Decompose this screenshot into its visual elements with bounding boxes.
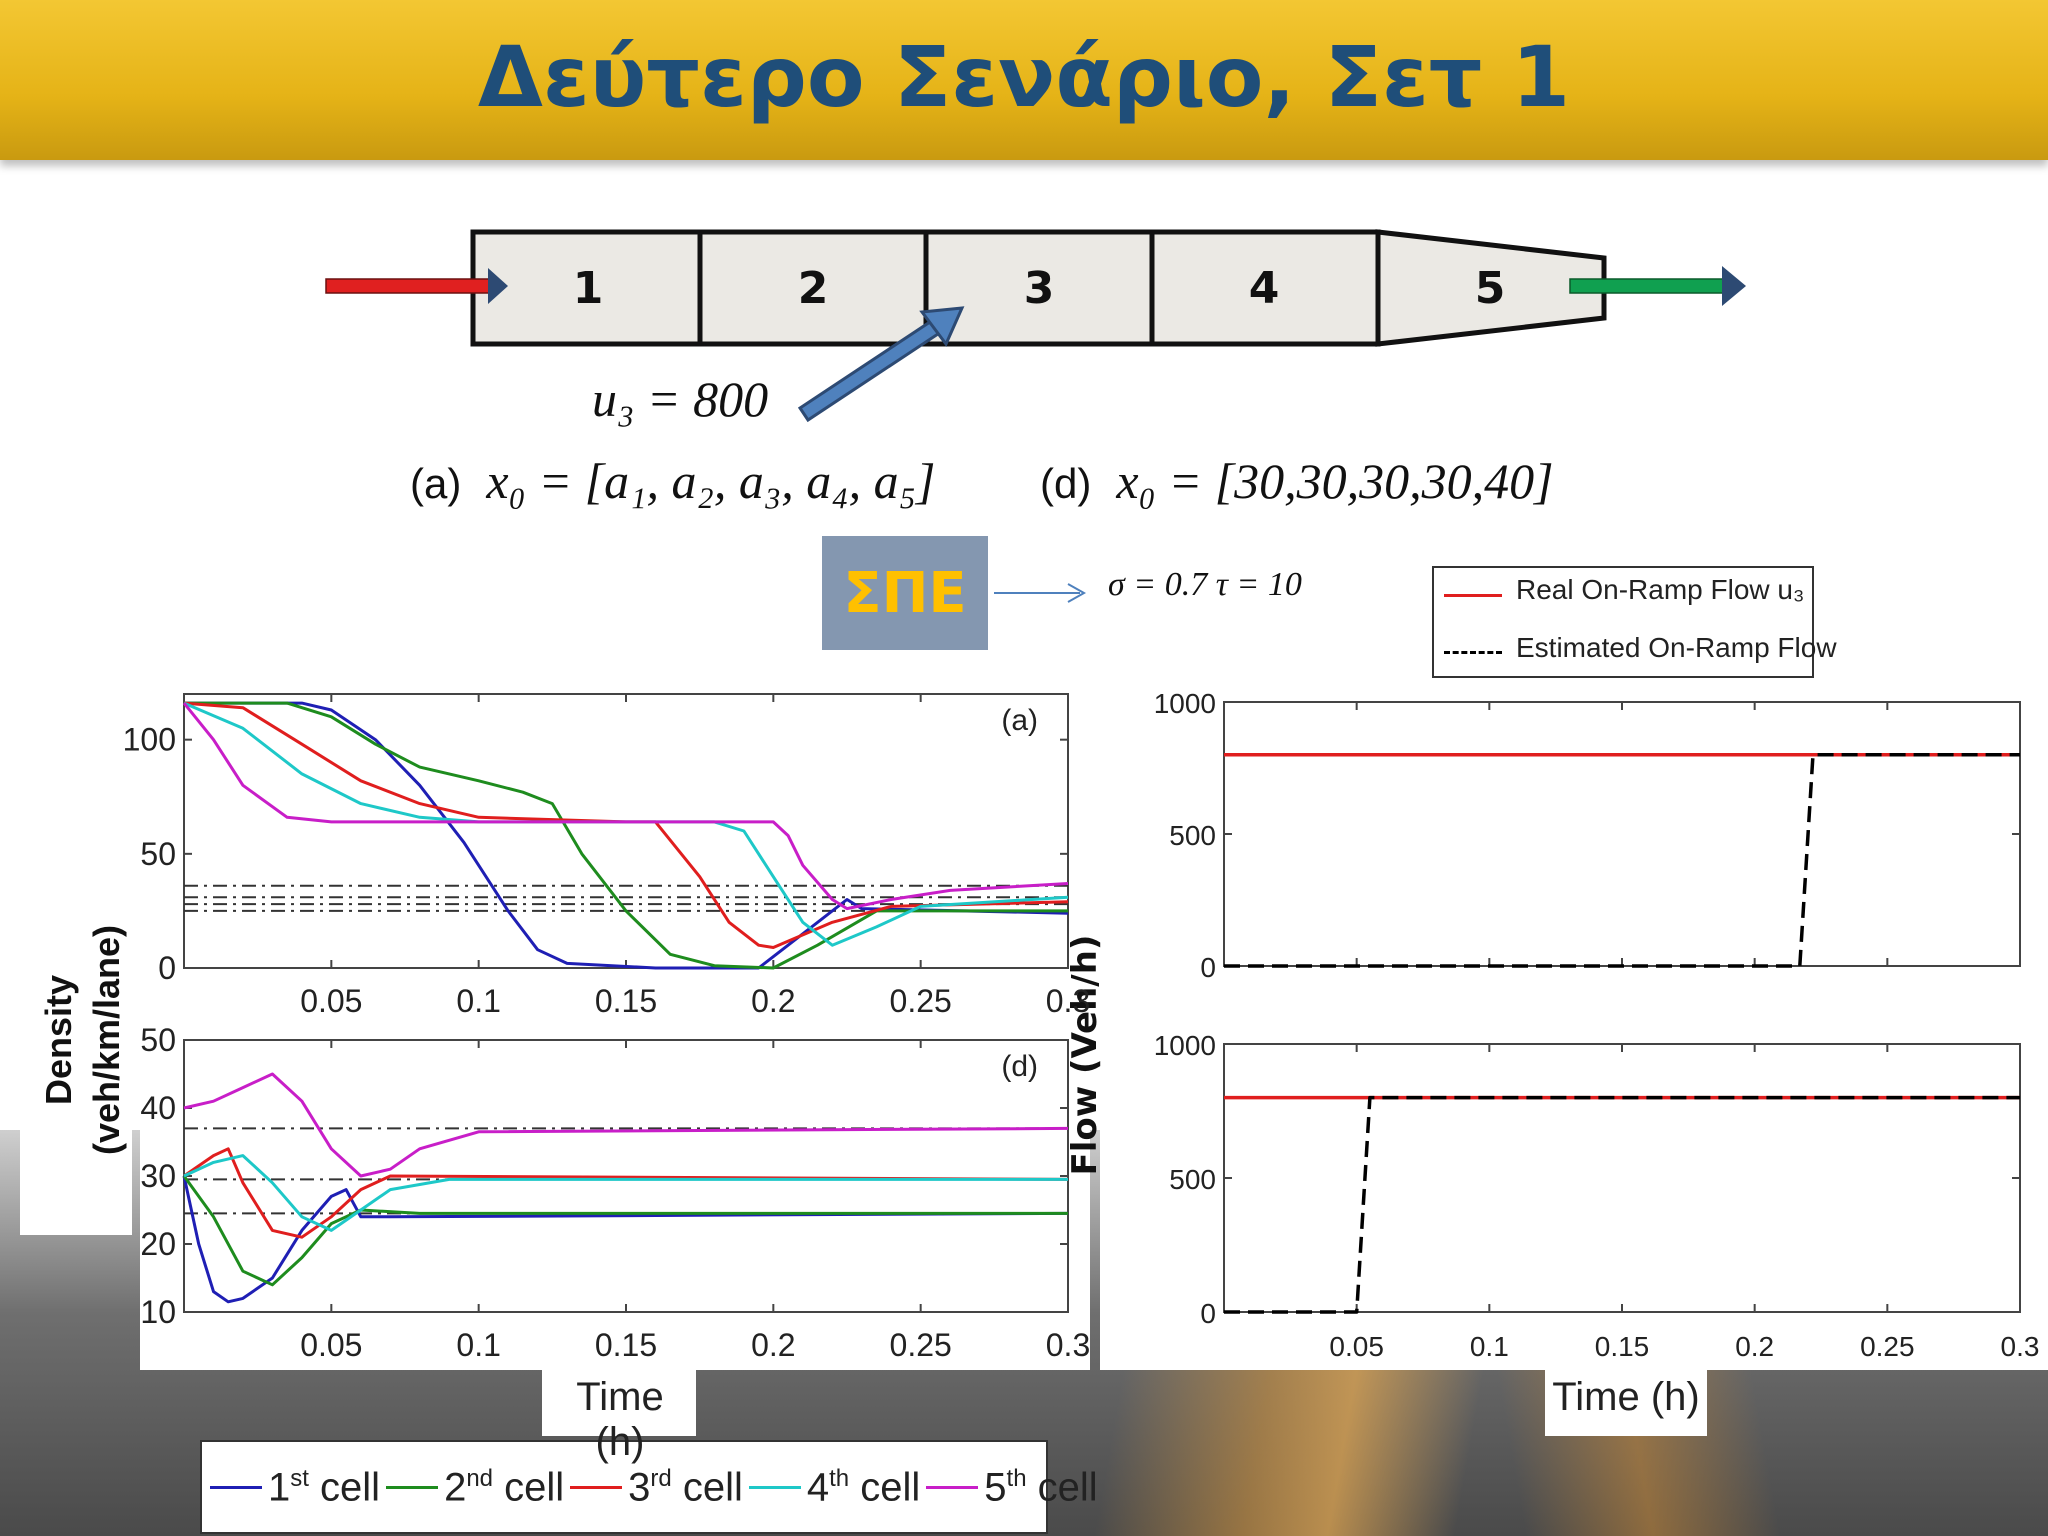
legend-label: 5th cell [984,1465,1098,1510]
xtick-label: 0.3 [1046,1327,1090,1363]
ytick-label: 50 [140,836,176,872]
xtick-label: 0.05 [300,983,362,1019]
slide-title: Δεύτερο Σενάριο, Σετ 1 [477,28,1571,126]
density-legend-box [200,1440,1048,1534]
series-line [182,1175,1069,1304]
legend-label: 2nd cell [444,1465,565,1510]
xtick-label: 0.2 [1735,1331,1774,1362]
plot-area [183,693,1069,969]
ytick-label: 500 [1169,820,1216,851]
panel-label: (d) [1001,1050,1038,1083]
params-text: σ = 0.7 τ = 10 [1108,566,1302,603]
legend-label: 4th cell [806,1465,921,1510]
xtick-label: 0.15 [595,1327,657,1363]
density-legend-item: 5th cell [926,1465,1098,1510]
chart-1: 10 20 30 40 50 0.05 0.1 0.15 0.2 0.25 0.3 (d) [140,1022,1090,1363]
ytick-label: 40 [140,1090,176,1126]
legend-swatch [570,1486,623,1490]
legend-swatch [748,1486,801,1490]
ytick-label: 0 [1200,1298,1216,1329]
xtick-label: 0.3 [1046,983,1090,1019]
ytick-label: 30 [140,1158,176,1194]
legend-swatch [210,1486,262,1490]
series-line [183,1072,1069,1178]
xtick-label: 0.1 [456,1327,500,1363]
flow-legend: Real On-Ramp Flow u₃ Estimated On-Ramp F… [1432,566,1837,678]
xtick-label: 0.1 [1470,1331,1509,1362]
xtick-label: 0.25 [1860,1331,1915,1362]
series-line [1224,753,2020,968]
xtick-label: 0.25 [890,983,952,1019]
formula-d-text: x₀ = [30,30,30,30,40] [1116,453,1554,509]
density-legend: 1st cell 2nd cell 3rd cell 4th cell 5th cell [210,1452,1098,1524]
series-line [183,701,1069,947]
flow-legend-est-label: Estimated On-Ramp Flow [1516,632,1837,663]
spe-box: ΣΠΕ [822,536,988,650]
flow-legend-real-swatch [1444,594,1502,597]
panel-label: (a) [1001,704,1038,737]
u3-formula: u₃ = 800 [592,371,769,427]
series-line [183,1154,1068,1232]
density-xlabel: Time (h) [576,1375,664,1464]
series-line [184,701,1068,970]
ytick-label: 500 [1169,1164,1216,1195]
ytick-label: 100 [123,722,176,758]
flow-xlabel: Time (h) [1552,1375,1700,1419]
flow-legend-est-swatch [1444,651,1502,654]
xtick-label: 0.15 [1595,1331,1650,1362]
ytick-label: 0 [158,950,176,986]
density-legend-item: 1st cell [210,1465,380,1510]
series-line [182,1175,1068,1287]
ytick-label: 0 [1200,952,1216,983]
series-line [183,1147,1069,1239]
plot-area [1223,1043,2021,1313]
xtick-label: 0.2 [751,1327,795,1363]
density-legend-item: 3rd cell [570,1465,743,1510]
legend-swatch [386,1486,439,1490]
density-xlabel-bg [542,1370,696,1436]
xtick-label: 0.15 [595,983,657,1019]
series-line [184,701,1069,970]
flow-legend-real-label: Real On-Ramp Flow u₃ [1516,574,1805,605]
series-line [182,702,1069,911]
legend-swatch [926,1486,979,1490]
xtick-label: 0.05 [1329,1331,1384,1362]
ytick-label: 20 [140,1226,176,1262]
xtick-label: 0.05 [300,1327,362,1363]
xtick-label: 0.2 [751,983,795,1019]
chart-2: 0 500 1000 [1154,688,2021,983]
density-legend-item: 4th cell [748,1465,921,1510]
plot-area [1223,701,2021,967]
xtick-label: 0.3 [2001,1331,2040,1362]
ytick-label: 10 [140,1294,176,1330]
xtick-label: 0.1 [456,983,500,1019]
ytick-label: 50 [140,1022,176,1058]
chart-3: 0 500 1000 0.05 0.1 0.15 0.2 0.25 0.3 [1154,1030,2040,1362]
formula-a-text: x₀ = [a₁, a₂, a₃, a₄, a₅] [486,453,936,509]
legend-label: 3rd cell [628,1465,743,1510]
legend-label: 1st cell [268,1465,381,1510]
xtick-label: 0.25 [890,1327,952,1363]
ytick-label: 1000 [1154,688,1216,719]
chart-0: 0 50 100 0.05 0.1 0.15 0.2 0.25 0.3 (a) [123,693,1090,1019]
formula-a: (a) x₀ = [a₁, a₂, a₃, a₄, a₅] [410,452,936,510]
density-legend-item: 2nd cell [386,1465,564,1510]
formula-d-tag: (d) [1040,460,1092,507]
title-bar [0,0,2048,160]
series-line [1224,1095,2020,1314]
formula-d: (d) x₀ = [30,30,30,30,40] [1040,452,1554,510]
ytick-label: 1000 [1154,1030,1216,1061]
flow-xlabel-bg [1545,1370,1707,1436]
formula-a-tag: (a) [410,460,462,507]
density-ylabel-bg [20,850,132,1235]
